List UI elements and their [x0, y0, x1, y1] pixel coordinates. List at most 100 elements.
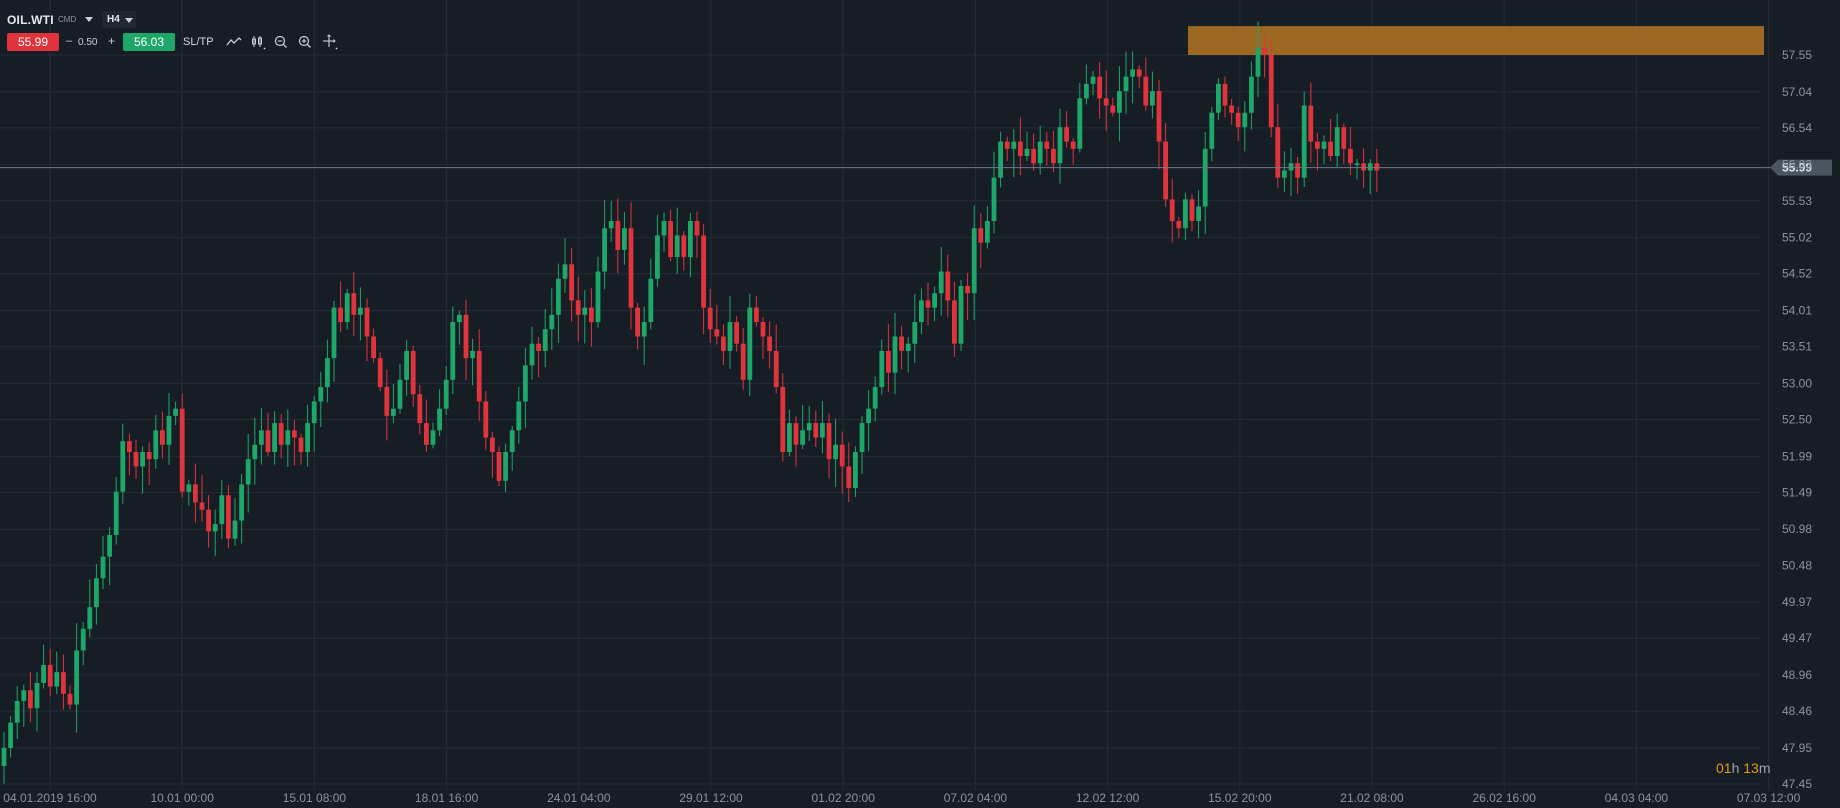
spread-value[interactable]: 0.50 [78, 37, 98, 48]
candle-body [424, 423, 429, 445]
candle-body [1143, 76, 1149, 106]
candle-body [199, 502, 205, 510]
candle-body [754, 307, 759, 323]
candle-body [714, 329, 720, 337]
candle-body [358, 307, 363, 315]
candle-body [998, 141, 1003, 178]
candle-body [239, 484, 244, 521]
candle-body [1295, 163, 1300, 178]
candle-body [1301, 105, 1307, 178]
candle-body [1315, 141, 1320, 149]
candle-body [160, 430, 165, 445]
candle-body [912, 322, 918, 344]
sltp-button[interactable]: SL/TP [183, 36, 214, 48]
volume-decrease-button[interactable]: – [66, 35, 73, 47]
candle-body [450, 322, 456, 380]
candle-body [371, 336, 376, 359]
candle-body [496, 451, 502, 481]
zoom-out-icon[interactable] [272, 33, 290, 51]
candle-body [483, 401, 489, 438]
candle-body [305, 423, 310, 452]
candle-body [674, 235, 680, 258]
line-chart-icon[interactable] [225, 33, 243, 51]
x-tick-label: 07.02 04:00 [944, 791, 1008, 805]
x-axis: 04.01.2019 16:00 10.01 00:00 15.01 08:00 18… [3, 791, 1800, 805]
candle-body [1150, 91, 1155, 106]
candle-body [985, 221, 990, 243]
candle-body [1103, 98, 1109, 106]
candle-body [146, 451, 152, 460]
candle-body [938, 271, 944, 294]
y-tick-label: 49.97 [1782, 595, 1812, 609]
candle-style-icon[interactable] [249, 33, 267, 51]
candle-body [701, 235, 706, 308]
candle-body [397, 379, 403, 409]
candle-body [1136, 69, 1142, 77]
candle-body [602, 228, 607, 272]
symbol-dropdown-icon[interactable] [85, 17, 93, 22]
buy-button[interactable]: 56.03 [123, 33, 175, 51]
candle-body [127, 441, 132, 452]
candle-body [14, 700, 20, 723]
candle-body [186, 484, 192, 492]
crosshair-icon[interactable] [321, 33, 339, 51]
candle-body [833, 444, 838, 460]
current-price-badge: 55.99 [1770, 159, 1832, 176]
candle-body [1070, 141, 1076, 149]
x-tick-label: 29.01 12:00 [679, 791, 743, 805]
candle-body [1031, 148, 1036, 164]
candle-body [1, 747, 7, 766]
candle-body [734, 322, 739, 344]
y-tick-label: 47.95 [1782, 741, 1812, 755]
candle-body [582, 307, 588, 315]
y-tick-label: 56.03 [1782, 158, 1812, 172]
candle-body [681, 235, 687, 258]
y-tick-label: 54.52 [1782, 267, 1812, 281]
countdown-hours: 01 [1716, 760, 1732, 776]
y-tick-label: 55.53 [1782, 194, 1812, 208]
candle-body [54, 672, 60, 687]
candle-body [971, 228, 977, 294]
candle-body [1202, 148, 1208, 207]
candle-body [1341, 127, 1347, 149]
candle-body [1354, 163, 1360, 165]
candle-body [1196, 206, 1201, 222]
candle-body [575, 300, 581, 315]
chart-grid [0, 0, 1770, 790]
zoom-in-icon[interactable] [296, 33, 314, 51]
candle-body [417, 394, 423, 424]
candle-body [384, 387, 390, 416]
candle-body [932, 293, 937, 308]
candle-body [1084, 83, 1089, 99]
candle-body [364, 307, 370, 337]
sell-button[interactable]: 55.99 [7, 33, 59, 51]
candle-body [635, 307, 640, 337]
x-tick-label: 18.01 16:00 [415, 791, 479, 805]
candle-body [839, 444, 845, 467]
candle-body [813, 423, 819, 438]
candle-body [945, 271, 951, 301]
candle-body [919, 300, 924, 323]
candle-body [707, 307, 713, 330]
symbol-label[interactable]: OIL.WTI [7, 13, 54, 27]
candle-body [1110, 105, 1116, 113]
candle-body [787, 423, 792, 452]
candle-body [344, 293, 350, 323]
candle-body [133, 451, 139, 467]
candle-body [899, 336, 904, 351]
candle-body [298, 437, 304, 452]
candle-body [622, 228, 627, 250]
volume-increase-button[interactable]: + [108, 34, 116, 48]
timeframe-select[interactable]: H4 [102, 11, 136, 28]
y-tick-label: 52.50 [1782, 413, 1812, 427]
candle-body [747, 307, 753, 380]
candle-body [292, 430, 297, 438]
candle-body [866, 408, 871, 424]
candle-body [760, 322, 766, 337]
candle-body [1288, 163, 1294, 171]
candle-body [166, 415, 172, 445]
candle-body [879, 350, 885, 388]
resistance-zone[interactable] [1188, 26, 1764, 55]
candle-body [721, 336, 726, 351]
